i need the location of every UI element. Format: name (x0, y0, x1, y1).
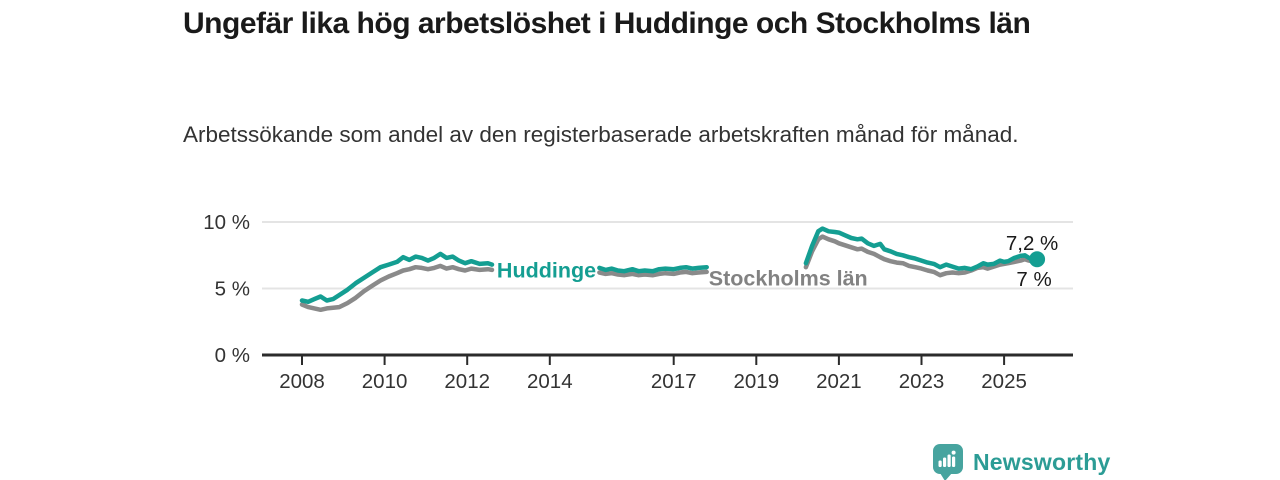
series-label-stockholms-län: Stockholms län (709, 267, 868, 291)
y-axis-tick-label: 0 % (215, 344, 250, 367)
series-line-stockholms-län (597, 269, 709, 278)
series-line-huddinge (299, 251, 495, 305)
newsworthy-brand: Newsworthy (932, 444, 1110, 480)
x-axis-tick-label: 2023 (899, 370, 945, 393)
series-line-huddinge (597, 264, 709, 274)
end-value-label: 7,2 % (1006, 232, 1058, 255)
series-line-huddinge (803, 226, 1038, 272)
brand-name-label: Newsworthy (973, 449, 1111, 475)
x-axis-tick-label: 2017 (651, 370, 697, 393)
chart-title: Ungefär lika hög arbetslöshet i Huddinge… (183, 7, 1031, 40)
x-axis-tick-label: 2014 (527, 370, 573, 393)
series-line-stockholms-län (299, 263, 495, 313)
x-axis-tick-label: 2021 (816, 370, 862, 393)
chart-subtitle: Arbetssökande som andel av den registerb… (183, 122, 1019, 147)
series-label-huddinge: Huddinge (497, 259, 596, 283)
series-line-stockholms-län (803, 234, 1038, 278)
x-axis-tick-label: 2025 (981, 370, 1027, 393)
x-axis-tick-label: 2008 (279, 370, 325, 393)
y-axis-tick-label: 10 % (203, 211, 250, 234)
x-axis-tick-label: 2010 (362, 370, 408, 393)
bar-chart-bubble-logo-icon (933, 444, 963, 480)
series-end-dot (1029, 251, 1046, 268)
y-axis-tick-label: 5 % (215, 278, 250, 301)
end-value-label: 7 % (1016, 268, 1051, 291)
x-axis-tick-label: 2019 (733, 370, 779, 393)
x-axis-tick-label: 2012 (444, 370, 490, 393)
